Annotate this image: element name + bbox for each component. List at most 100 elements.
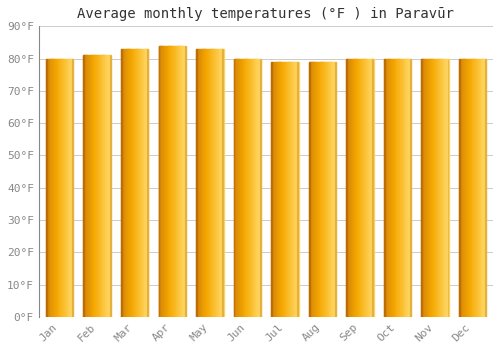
Bar	[335, 62, 336, 317]
Bar	[462, 58, 464, 317]
Bar	[58, 58, 60, 317]
Bar	[308, 62, 310, 317]
Bar	[346, 58, 348, 317]
Bar	[346, 58, 347, 317]
Bar	[328, 62, 329, 317]
Bar	[216, 49, 217, 317]
Bar	[220, 49, 222, 317]
Bar	[433, 58, 434, 317]
Bar	[248, 58, 250, 317]
Bar	[446, 58, 448, 317]
Bar	[132, 49, 134, 317]
Bar	[122, 49, 123, 317]
Bar	[464, 58, 466, 317]
Bar	[242, 58, 243, 317]
Bar	[57, 58, 58, 317]
Bar	[424, 58, 426, 317]
Bar	[360, 58, 361, 317]
Bar	[296, 62, 298, 317]
Bar	[96, 55, 98, 317]
Bar	[293, 62, 294, 317]
Bar	[138, 49, 140, 317]
Bar	[430, 58, 432, 317]
Bar	[215, 49, 216, 317]
Bar	[394, 58, 396, 317]
Bar	[315, 62, 316, 317]
Bar	[222, 49, 224, 317]
Bar	[163, 46, 164, 317]
Bar	[90, 55, 92, 317]
Bar	[259, 58, 260, 317]
Bar	[208, 49, 209, 317]
Bar	[477, 58, 478, 317]
Bar	[325, 62, 326, 317]
Bar	[404, 58, 405, 317]
Bar	[89, 55, 90, 317]
Bar	[52, 58, 54, 317]
Bar	[317, 62, 318, 317]
Bar	[68, 58, 70, 317]
Bar	[443, 58, 444, 317]
Bar	[218, 49, 219, 317]
Bar	[271, 62, 272, 317]
Bar	[362, 58, 364, 317]
Bar	[204, 49, 206, 317]
Bar	[399, 58, 400, 317]
Bar	[393, 58, 394, 317]
Bar	[470, 58, 471, 317]
Bar	[478, 58, 479, 317]
Bar	[326, 62, 328, 317]
Bar	[359, 58, 360, 317]
Bar	[466, 58, 468, 317]
Bar	[391, 58, 392, 317]
Bar	[402, 58, 403, 317]
Bar	[356, 58, 358, 317]
Bar	[272, 62, 274, 317]
Bar	[402, 58, 404, 317]
Bar	[384, 58, 386, 317]
Bar	[426, 58, 427, 317]
Bar	[212, 49, 214, 317]
Bar	[291, 62, 292, 317]
Bar	[97, 55, 98, 317]
Bar	[365, 58, 366, 317]
Bar	[205, 49, 206, 317]
Bar	[396, 58, 397, 317]
Bar	[173, 46, 174, 317]
Bar	[200, 49, 202, 317]
Bar	[86, 55, 88, 317]
Bar	[370, 58, 371, 317]
Bar	[484, 58, 486, 317]
Bar	[400, 58, 402, 317]
Bar	[289, 62, 290, 317]
Bar	[278, 62, 280, 317]
Bar	[208, 49, 210, 317]
Bar	[460, 58, 462, 317]
Bar	[217, 49, 218, 317]
Bar	[92, 55, 93, 317]
Bar	[475, 58, 476, 317]
Bar	[330, 62, 332, 317]
Bar	[469, 58, 470, 317]
Bar	[286, 62, 288, 317]
Bar	[428, 58, 429, 317]
Bar	[196, 49, 198, 317]
Bar	[126, 49, 127, 317]
Bar	[241, 58, 242, 317]
Bar	[349, 58, 350, 317]
Bar	[445, 58, 446, 317]
Bar	[408, 58, 410, 317]
Bar	[313, 62, 314, 317]
Bar	[198, 49, 199, 317]
Bar	[286, 62, 287, 317]
Bar	[141, 49, 142, 317]
Bar	[54, 58, 56, 317]
Bar	[56, 58, 57, 317]
Bar	[310, 62, 311, 317]
Bar	[247, 58, 248, 317]
Bar	[296, 62, 297, 317]
Bar	[202, 49, 203, 317]
Bar	[280, 62, 281, 317]
Bar	[360, 58, 362, 317]
Bar	[474, 58, 476, 317]
